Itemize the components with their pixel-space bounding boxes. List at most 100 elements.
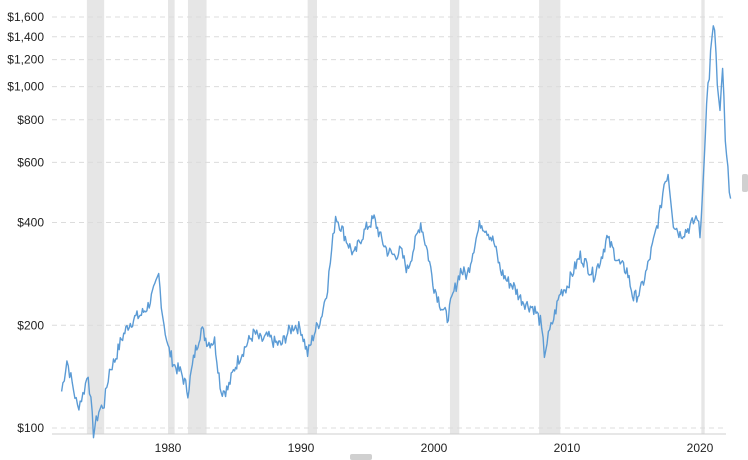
data-point xyxy=(162,313,164,315)
data-point xyxy=(233,367,235,369)
data-point xyxy=(679,233,681,235)
data-point xyxy=(253,332,255,334)
data-point xyxy=(98,410,100,412)
data-point xyxy=(612,250,614,252)
data-point xyxy=(713,25,715,27)
data-point xyxy=(711,41,713,43)
y-tick-label: $1,200 xyxy=(7,53,44,67)
x-tick-label: 2020 xyxy=(687,441,714,455)
y-tick-label: $200 xyxy=(17,318,44,332)
data-point xyxy=(167,346,169,348)
recession-band xyxy=(539,0,561,434)
data-point xyxy=(473,245,475,247)
data-point xyxy=(566,285,568,287)
data-point xyxy=(147,305,149,307)
data-point xyxy=(87,372,89,374)
data-point xyxy=(207,341,209,343)
data-point xyxy=(413,245,415,247)
recession-band xyxy=(187,0,207,434)
data-point xyxy=(446,317,448,319)
data-point xyxy=(386,250,388,252)
data-point xyxy=(340,225,342,227)
x-tick-label: 2000 xyxy=(421,441,448,455)
data-point xyxy=(71,382,73,384)
data-point xyxy=(667,171,669,173)
data-point xyxy=(280,344,282,346)
data-point xyxy=(293,324,295,326)
data-point xyxy=(459,269,461,271)
data-point xyxy=(646,269,648,271)
data-point xyxy=(267,336,269,338)
data-point xyxy=(707,86,709,88)
data-point xyxy=(553,317,555,319)
data-point xyxy=(400,250,402,252)
data-point xyxy=(466,274,468,276)
data-point xyxy=(692,221,694,223)
data-point xyxy=(360,237,362,239)
data-point xyxy=(346,241,348,243)
data-point xyxy=(533,307,535,309)
right-edge-handle[interactable] xyxy=(742,174,748,192)
data-point xyxy=(200,328,202,330)
data-point xyxy=(420,221,422,223)
data-point xyxy=(433,285,435,287)
data-point xyxy=(724,143,726,145)
data-point xyxy=(499,269,501,271)
data-point xyxy=(330,250,332,252)
data-point xyxy=(543,353,545,355)
data-point xyxy=(76,406,78,408)
data-point xyxy=(586,264,588,266)
data-point xyxy=(140,313,142,315)
data-point xyxy=(300,328,302,330)
data-point xyxy=(260,340,262,342)
data-point xyxy=(702,188,704,190)
data-point xyxy=(366,225,368,227)
recession-band xyxy=(307,0,317,434)
recession-band xyxy=(168,0,175,434)
data-point xyxy=(180,372,182,374)
x-tick-label: 2010 xyxy=(554,441,581,455)
range-scroll-handle[interactable] xyxy=(350,454,372,460)
series-line xyxy=(60,25,732,439)
data-point xyxy=(353,254,355,256)
data-point xyxy=(486,229,488,231)
data-point xyxy=(134,317,136,319)
data-point xyxy=(699,237,701,239)
data-point xyxy=(519,297,521,299)
data-point xyxy=(406,269,408,271)
data-point xyxy=(92,431,94,433)
data-point xyxy=(439,303,441,305)
data-point xyxy=(599,259,601,261)
data-point xyxy=(158,274,160,276)
data-point xyxy=(453,291,455,293)
data-point xyxy=(213,340,215,342)
data-point xyxy=(704,126,706,128)
data-point xyxy=(659,211,661,213)
data-point xyxy=(326,285,328,287)
y-tick-label: $1,000 xyxy=(7,80,44,94)
data-point xyxy=(103,402,105,404)
data-point xyxy=(719,119,721,121)
data-point xyxy=(619,264,621,266)
data-point xyxy=(393,254,395,256)
data-point xyxy=(187,390,189,392)
data-point xyxy=(247,341,249,343)
data-point xyxy=(114,359,116,361)
data-point xyxy=(663,182,665,184)
y-tick-label: $1,600 xyxy=(7,10,44,24)
data-point xyxy=(526,303,528,305)
data-point xyxy=(287,332,289,334)
gridlines xyxy=(52,16,726,429)
x-tick-label: 1990 xyxy=(288,441,315,455)
data-point xyxy=(559,291,561,293)
data-point xyxy=(652,241,654,243)
data-point xyxy=(227,388,229,390)
data-point xyxy=(334,214,336,216)
y-tick-label: $600 xyxy=(17,155,44,169)
data-point xyxy=(686,229,688,231)
data-point xyxy=(380,237,382,239)
data-point xyxy=(513,285,515,287)
data-point xyxy=(727,171,729,173)
data-point xyxy=(672,221,674,223)
